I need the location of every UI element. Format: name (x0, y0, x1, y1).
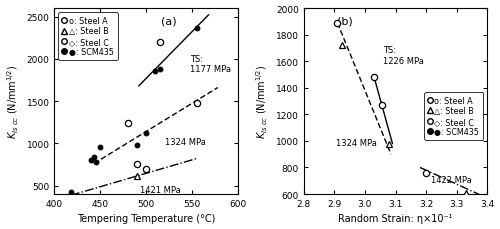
Text: TS:
1177 MPa: TS: 1177 MPa (190, 55, 231, 74)
Text: 1324 MPa: 1324 MPa (336, 139, 376, 148)
Text: 1422 MPa: 1422 MPa (430, 176, 472, 185)
Legend: o: Steel A, △: Steel B, ◇: Steel C, ●: SCM435: o: Steel A, △: Steel B, ◇: Steel C, ●: S… (58, 13, 118, 60)
Text: (a): (a) (161, 16, 176, 26)
X-axis label: Tempering Temperature (°C): Tempering Temperature (°C) (77, 213, 216, 224)
Text: 1421 MPa: 1421 MPa (140, 185, 180, 194)
Text: TS:
1226 MPa: TS: 1226 MPa (384, 46, 424, 65)
Y-axis label: $K_{Is\ cc}$ (N/mm$^{1/2}$): $K_{Is\ cc}$ (N/mm$^{1/2}$) (6, 65, 21, 139)
Text: 1324 MPa: 1324 MPa (164, 137, 205, 146)
X-axis label: Random Strain: η×10⁻¹: Random Strain: η×10⁻¹ (338, 213, 453, 224)
Text: (b): (b) (337, 16, 352, 26)
Legend: o: Steel A, △: Steel B, ◇: Steel C, ●: SCM435: o: Steel A, △: Steel B, ◇: Steel C, ●: S… (424, 93, 484, 140)
Y-axis label: $K_{Is\ cc}$ (N/mm$^{1/2}$): $K_{Is\ cc}$ (N/mm$^{1/2}$) (255, 65, 270, 139)
